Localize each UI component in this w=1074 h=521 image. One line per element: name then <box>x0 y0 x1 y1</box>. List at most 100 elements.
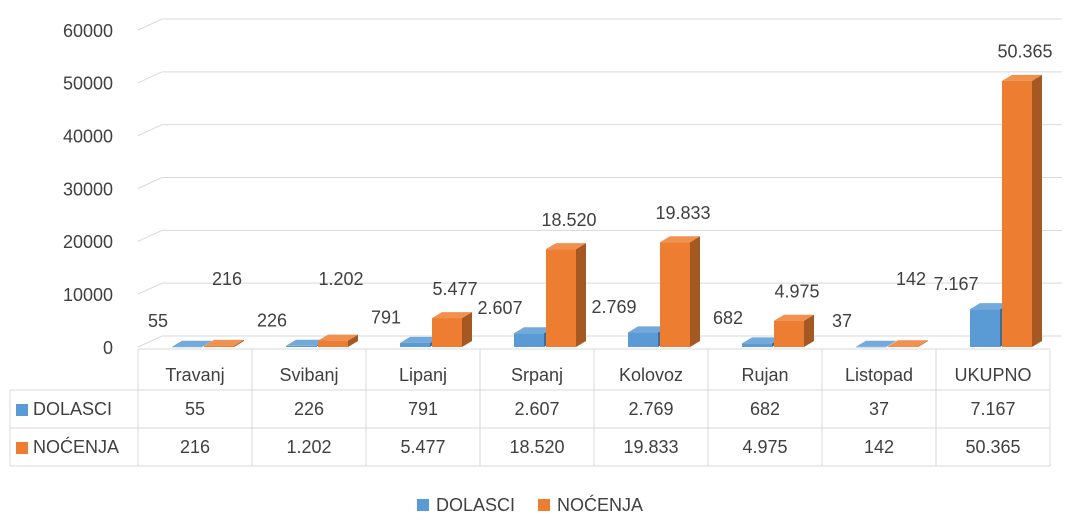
table-key <box>16 404 28 416</box>
table-cell: 2.769 <box>628 399 673 419</box>
data-label: 4.975 <box>774 281 819 301</box>
table-cell: 5.477 <box>400 437 445 457</box>
bar <box>970 309 1000 347</box>
y-tick-label: 10000 <box>63 285 113 305</box>
table-cell: 7.167 <box>970 399 1015 419</box>
bar <box>774 320 804 347</box>
grid-line <box>137 18 1062 31</box>
table-row-header: NOĆENJA <box>33 436 119 457</box>
bar <box>514 333 544 347</box>
bar-top <box>628 326 668 333</box>
bar <box>318 340 348 347</box>
grid-line <box>137 71 1062 84</box>
bar-top <box>400 336 440 343</box>
bar-side <box>886 340 896 347</box>
bar <box>432 318 462 347</box>
bar-top <box>660 236 700 243</box>
bar <box>204 345 234 347</box>
table-cell: 226 <box>294 399 324 419</box>
bar-side <box>348 334 358 347</box>
bar-side <box>202 340 212 347</box>
bar-side <box>690 236 700 347</box>
x-tick-label: Kolovoz <box>619 365 683 385</box>
y-tick-label: 60000 <box>63 21 113 41</box>
grid-line <box>137 177 1062 189</box>
table-cell: 18.520 <box>509 437 564 457</box>
table-cell: 1.202 <box>286 437 331 457</box>
table-cell: 50.365 <box>965 437 1020 457</box>
data-label: 226 <box>257 311 287 331</box>
bar-top <box>514 327 554 334</box>
data-label: 682 <box>713 308 743 328</box>
table-cell: 2.607 <box>514 399 559 419</box>
bar <box>660 242 690 347</box>
data-label: 1.202 <box>318 269 363 289</box>
x-tick-label: Srpanj <box>511 365 563 385</box>
x-tick-label: Listopad <box>845 365 913 385</box>
bar-top <box>318 334 358 341</box>
bar <box>546 249 576 347</box>
bar-top <box>1002 74 1042 81</box>
legend-label: DOLASCI <box>436 495 515 515</box>
legend-swatch <box>538 499 551 511</box>
table-cell: 216 <box>180 437 210 457</box>
bar <box>888 346 918 347</box>
data-label: 216 <box>212 269 242 289</box>
bar-top <box>742 337 782 344</box>
data-label: 50.365 <box>997 42 1052 62</box>
table-cell: 37 <box>869 399 889 419</box>
y-tick-label: 40000 <box>63 126 113 146</box>
bar-top <box>432 312 472 319</box>
bar-top <box>888 340 928 347</box>
bar-side <box>1032 74 1042 348</box>
table-row-header: DOLASCI <box>33 399 112 419</box>
table-key <box>16 442 28 454</box>
x-tick-label: Travanj <box>165 365 224 385</box>
bar <box>172 346 202 348</box>
y-tick-label: 30000 <box>63 179 113 199</box>
table-cell: 682 <box>750 399 780 419</box>
y-tick-label: 50000 <box>63 74 113 94</box>
x-tick-label: UKUPNO <box>954 365 1031 385</box>
table-cell: 55 <box>185 399 205 419</box>
bar-side <box>576 243 586 347</box>
bar-side <box>234 339 244 347</box>
x-tick-label: Lipanj <box>399 365 447 385</box>
grid-line <box>137 229 1062 242</box>
legend-label: NOĆENJA <box>557 494 643 515</box>
x-tick-label: Rujan <box>741 365 788 385</box>
grid-line <box>137 124 1062 137</box>
data-label: 37 <box>832 311 852 331</box>
bar-top <box>204 339 244 346</box>
bar-top <box>856 340 896 347</box>
x-tick-label: Svibanj <box>279 365 338 385</box>
bar-top <box>546 243 586 250</box>
data-label: 2.607 <box>477 298 522 318</box>
data-label: 7.167 <box>933 274 978 294</box>
data-label: 19.833 <box>655 203 710 223</box>
grid-line <box>137 282 1062 295</box>
bar-top <box>774 314 814 321</box>
bar <box>628 332 658 347</box>
y-tick-label: 0 <box>103 338 113 358</box>
data-label: 5.477 <box>432 279 477 299</box>
data-label: 791 <box>371 308 401 328</box>
data-label: 2.769 <box>591 297 636 317</box>
y-tick-label: 20000 <box>63 232 113 252</box>
legend-swatch <box>417 499 429 511</box>
data-label: 55 <box>148 311 168 331</box>
bar <box>1002 80 1032 348</box>
data-label: 142 <box>896 269 926 289</box>
bar-side <box>462 312 472 347</box>
table-cell: 142 <box>864 437 894 457</box>
bar <box>856 346 886 348</box>
bar <box>742 343 772 347</box>
data-label: 18.520 <box>541 210 596 230</box>
bar <box>286 345 316 347</box>
grid-line <box>137 335 1062 348</box>
table-cell: 791 <box>408 399 438 419</box>
bar-top <box>286 339 326 346</box>
bar-side <box>918 340 928 347</box>
bar <box>400 342 430 347</box>
